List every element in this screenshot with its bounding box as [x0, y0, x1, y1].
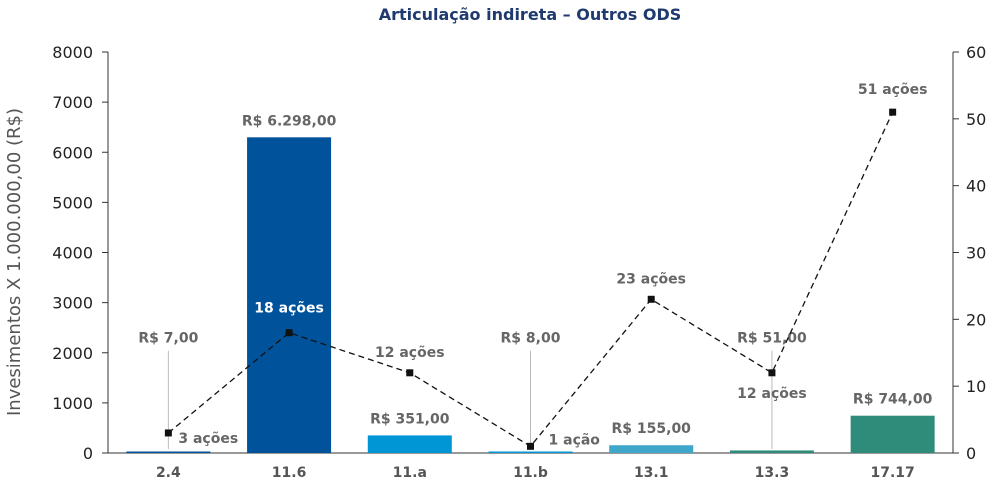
- right-tick-label: 50: [966, 110, 986, 129]
- right-tick-label: 40: [966, 177, 986, 196]
- bar: [850, 415, 935, 453]
- right-tick-label: 30: [966, 244, 986, 263]
- actions-label: 23 ações: [616, 271, 686, 287]
- left-tick-label: 6000: [52, 143, 93, 162]
- left-axis-ticks: 0 1000 2000 3000 4000 5000 6000 7000 8000: [52, 43, 108, 463]
- x-tick-label: 2.4: [156, 465, 181, 481]
- left-tick-label: 3000: [52, 294, 93, 313]
- chart-title: Articulação indireta – Outros ODS: [379, 5, 682, 24]
- bar: [126, 451, 211, 453]
- bar: [609, 445, 694, 453]
- x-tick-label: 11.a: [393, 465, 427, 481]
- bar: [247, 137, 332, 453]
- bar-value-label: R$ 155,00: [612, 421, 692, 437]
- right-tick-label: 60: [966, 43, 986, 62]
- actions-point: [768, 369, 776, 377]
- actions-label: 3 ações: [178, 431, 238, 447]
- bar: [367, 435, 452, 453]
- actions-point: [285, 329, 293, 337]
- actions-point: [889, 108, 897, 116]
- bars: [126, 137, 935, 453]
- left-tick-label: 4000: [52, 244, 93, 263]
- left-tick-label: 2000: [52, 344, 93, 363]
- x-tick-label: 17.17: [870, 465, 914, 481]
- actions-label: 12 ações: [375, 345, 445, 361]
- x-tick-label: 11.b: [513, 465, 548, 481]
- bar-value-label: R$ 8,00: [501, 331, 561, 347]
- left-tick-label: 7000: [52, 93, 93, 112]
- x-tick-label: 11.6: [272, 465, 307, 481]
- right-axis-ticks: 0 10 20 30 40 50 60: [953, 43, 986, 463]
- x-axis-ticks: 2.4 11.6 11.a 11.b 13.1 13.3 17.17: [156, 465, 915, 481]
- bar-value-label: R$ 351,00: [370, 411, 450, 427]
- y-axis-label: Invesimentos X 1.000.000,00 (R$): [4, 108, 25, 416]
- actions-label: 18 ações: [254, 301, 324, 317]
- actions-point: [527, 442, 534, 450]
- actions-label: 1 ação: [549, 432, 601, 448]
- left-tick-label: 1000: [52, 394, 93, 413]
- bar-value-label: R$ 7,00: [138, 331, 198, 347]
- right-tick-label: 0: [966, 444, 976, 463]
- actions-labels: 3 ações 18 ações 12 ações 1 ação 23 ações 12 …: [178, 82, 927, 448]
- actions-label: 51 ações: [858, 82, 928, 98]
- right-tick-label: 20: [966, 310, 986, 329]
- actions-point: [647, 295, 655, 303]
- right-tick-label: 10: [966, 377, 986, 396]
- bar: [488, 451, 573, 453]
- left-tick-label: 8000: [52, 43, 93, 62]
- x-tick-label: 13.3: [755, 465, 790, 481]
- left-tick-label: 0: [83, 444, 93, 463]
- x-tick-label: 13.1: [634, 465, 669, 481]
- bar-value-label: R$ 744,00: [853, 392, 933, 408]
- actions-point: [164, 429, 172, 437]
- left-tick-label: 5000: [52, 193, 93, 212]
- actions-label: 12 ações: [737, 386, 807, 402]
- actions-line: [164, 108, 897, 450]
- bar-value-labels: R$ 7,00 R$ 6.298,00 R$ 351,00 R$ 8,00 R$ 155…: [138, 113, 933, 449]
- bar: [729, 450, 814, 453]
- bar-value-label: R$ 51,00: [737, 331, 807, 347]
- bar-value-label: R$ 6.298,00: [242, 113, 337, 129]
- actions-point: [406, 369, 414, 377]
